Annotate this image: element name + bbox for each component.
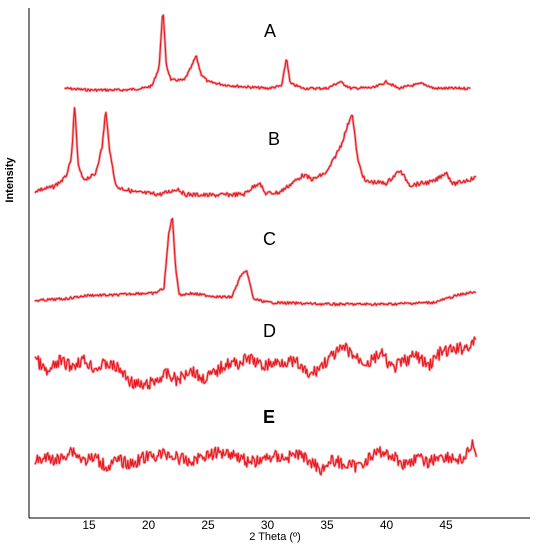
x-tick-label: 40 — [380, 518, 394, 532]
trace-c — [34, 218, 476, 306]
trace-c-halo — [34, 217, 477, 307]
x-tick-label: 35 — [320, 518, 334, 532]
x-tick-label: 30 — [261, 518, 275, 532]
series-label-d: D — [263, 321, 276, 341]
trace-d — [34, 336, 476, 390]
series-label-e: E — [263, 407, 275, 427]
series-label-c: C — [263, 229, 276, 249]
traces-group — [34, 13, 478, 476]
series-labels-group: A B C D E — [263, 21, 280, 427]
y-axis-label: Intensity — [4, 157, 16, 203]
trace-b-halo — [34, 106, 477, 198]
x-ticks-group: 15 20 25 30 35 40 45 — [82, 518, 453, 532]
trace-a — [64, 14, 471, 92]
x-tick-label: 25 — [201, 518, 215, 532]
trace-e-halo — [34, 438, 478, 476]
trace-e — [34, 439, 477, 476]
x-tick-label: 15 — [82, 518, 96, 532]
series-label-b: B — [268, 129, 280, 149]
x-tick-label: 20 — [142, 518, 156, 532]
x-tick-label: 45 — [439, 518, 453, 532]
trace-b — [34, 107, 476, 198]
x-axis-label: 2 Theta (º) — [249, 531, 301, 543]
series-label-a: A — [264, 21, 276, 41]
